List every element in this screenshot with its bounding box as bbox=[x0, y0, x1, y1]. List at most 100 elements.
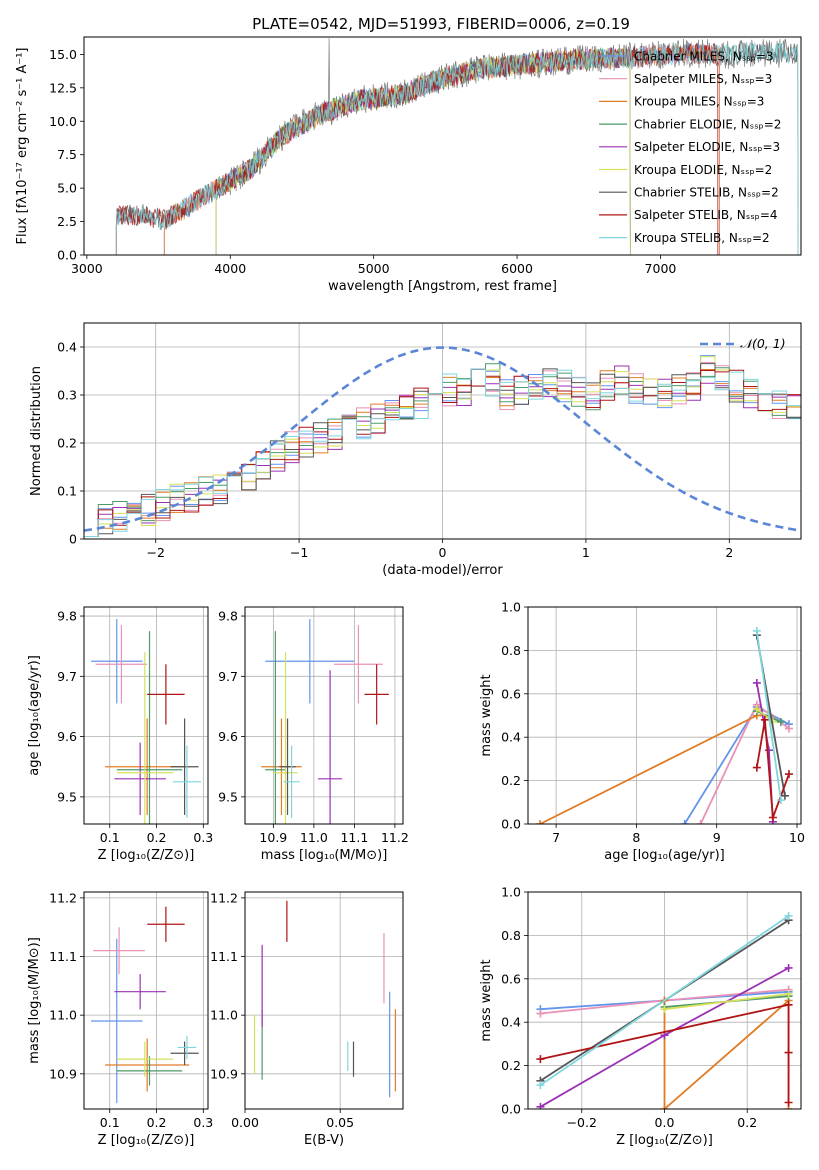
data-point bbox=[172, 745, 201, 818]
data-point bbox=[116, 1056, 183, 1086]
y-tick-label: 1.0 bbox=[501, 600, 521, 615]
x-axis-label: wavelength [Angstrom, rest frame] bbox=[328, 279, 557, 294]
legend-label: Chabrier MILES, Nₛₛₚ=3 bbox=[634, 49, 774, 63]
y-tick-label: 0.0 bbox=[501, 1102, 521, 1117]
data-point bbox=[116, 631, 183, 824]
panel-mass_vs_Z: 0.1 0.2 0.3 10.9 11.0 11.1 11.2 Z [log₁₀(Z/Z⊙)]… bbox=[27, 890, 213, 1148]
y-axis-label: age [log₁₀(age/yr)] bbox=[27, 655, 42, 776]
data-point bbox=[279, 718, 296, 815]
y-axis-label: mass weight bbox=[479, 674, 494, 756]
panel-weight_vs_age: 7 8 9 10 0.0 0.2 0.4 0.6 0.8 1.0 age [log₁₀(age/yr… bbox=[479, 600, 805, 864]
x-tick-label: 0.1 bbox=[100, 830, 120, 845]
histogram-series bbox=[84, 362, 801, 537]
x-axis-label: mass [log₁₀(M/M⊙)] bbox=[261, 848, 388, 863]
y-tick-label: 0.0 bbox=[57, 248, 77, 263]
y-tick-label: 0.8 bbox=[501, 928, 521, 943]
y-tick-label: 9.6 bbox=[218, 729, 238, 744]
y-tick-label: 0 bbox=[69, 532, 77, 547]
weight-marker bbox=[784, 1000, 793, 1009]
axes-frame bbox=[527, 891, 802, 1110]
axes-frame bbox=[83, 606, 209, 825]
x-tick-label: 0.2 bbox=[737, 1115, 757, 1130]
y-tick-label: 9.7 bbox=[57, 669, 77, 684]
weight-marker bbox=[784, 911, 793, 920]
weight-series-line bbox=[755, 719, 790, 818]
y-axis-label: Flux [fλ10⁻¹⁷ erg cm⁻² s⁻¹ A⁻¹] bbox=[15, 48, 30, 245]
panel-spectrum: 3000 4000 5000 6000 7000 0.0 2.5 5.0 7.5 10.0 12.5… bbox=[15, 36, 802, 294]
legend-label: Salpeter ELODIE, Nₛₛₚ=3 bbox=[634, 140, 780, 154]
x-tick-label: 0.2 bbox=[147, 830, 167, 845]
legend-label: Kroupa MILES, Nₛₛₚ=3 bbox=[634, 95, 764, 109]
x-tick-label: 8 bbox=[632, 830, 640, 845]
weight-marker bbox=[752, 626, 761, 635]
x-tick-label: 0.1 bbox=[100, 1115, 120, 1130]
y-tick-label: 9.5 bbox=[218, 789, 238, 804]
y-tick-label: 0.0 bbox=[501, 817, 521, 832]
x-axis-label: Z [log₁₀(Z/Z⊙)] bbox=[98, 848, 195, 863]
histogram-series bbox=[84, 356, 801, 537]
axes-frame bbox=[244, 891, 404, 1110]
y-tick-label: 0.4 bbox=[501, 1015, 521, 1030]
histogram-series bbox=[84, 363, 801, 537]
x-tick-label: 2 bbox=[725, 545, 733, 560]
data-point bbox=[147, 906, 185, 942]
data-point bbox=[114, 742, 166, 815]
data-point bbox=[283, 745, 300, 818]
weight-marker bbox=[768, 813, 777, 822]
x-tick-label: −1 bbox=[290, 545, 308, 560]
y-axis-label: mass [log₁₀(M/M⊙)] bbox=[27, 937, 42, 1064]
legend-label: Chabrier STELIB, Nₛₛₚ=2 bbox=[634, 186, 779, 200]
weight-marker bbox=[776, 796, 785, 805]
y-tick-label: 0.6 bbox=[501, 686, 521, 701]
x-tick-label: 0 bbox=[439, 545, 447, 560]
y-tick-label: 9.8 bbox=[218, 609, 238, 624]
x-tick-label: 5000 bbox=[358, 261, 390, 276]
weight-marker bbox=[784, 724, 793, 733]
gaussian-reference bbox=[84, 346, 801, 532]
panel-age_vs_Z: 0.1 0.2 0.3 9.5 9.6 9.7 9.8 Z [log₁₀(Z/Z⊙)] age … bbox=[27, 606, 213, 863]
y-tick-label: 0.2 bbox=[501, 1058, 521, 1073]
legend-label: Salpeter MILES, Nₛₛₚ=3 bbox=[634, 72, 772, 86]
x-axis-label: Z [log₁₀(Z/Z⊙)] bbox=[98, 1133, 195, 1148]
x-tick-label: 7 bbox=[552, 830, 560, 845]
data-point bbox=[147, 664, 185, 725]
histogram-series bbox=[84, 369, 801, 537]
axes-frame bbox=[83, 891, 209, 1110]
data-point bbox=[265, 631, 286, 824]
y-tick-label: 9.7 bbox=[218, 669, 238, 684]
y-tick-label: 1.0 bbox=[501, 885, 521, 900]
y-tick-label: 0.6 bbox=[501, 971, 521, 986]
legend-label: Kroupa ELODIE, Nₛₛₚ=2 bbox=[634, 163, 772, 177]
x-tick-label: −2 bbox=[146, 545, 164, 560]
y-tick-label: 10.9 bbox=[49, 1066, 77, 1081]
model-spectrum bbox=[115, 42, 719, 255]
histogram-series bbox=[84, 368, 801, 537]
y-tick-label: 0.8 bbox=[501, 643, 521, 658]
data-point bbox=[265, 619, 355, 704]
weight-series-line bbox=[663, 998, 790, 1109]
y-tick-label: 11.1 bbox=[49, 949, 77, 964]
data-point bbox=[273, 652, 298, 824]
x-axis-label: E(B-V) bbox=[304, 1133, 344, 1148]
weight-marker bbox=[536, 1081, 545, 1090]
y-tick-label: 11.2 bbox=[210, 890, 238, 905]
y-tick-label: 9.8 bbox=[57, 609, 77, 624]
y-tick-label: 11.0 bbox=[210, 1008, 238, 1023]
weight-series-line bbox=[539, 915, 790, 1086]
weight-marker bbox=[660, 1105, 669, 1109]
x-tick-label: 11.0 bbox=[300, 830, 328, 845]
weight-marker bbox=[752, 763, 761, 772]
weight-series-line bbox=[664, 993, 789, 1011]
axes-frame bbox=[83, 322, 802, 540]
y-tick-label: 0.4 bbox=[57, 340, 77, 355]
weight-marker bbox=[536, 1102, 545, 1109]
y-tick-label: 11.0 bbox=[49, 1008, 77, 1023]
x-tick-label: 11.1 bbox=[340, 830, 368, 845]
weight-marker bbox=[784, 989, 793, 998]
data-point bbox=[170, 1041, 199, 1066]
histogram-series bbox=[84, 365, 801, 537]
weight-marker bbox=[764, 746, 773, 755]
weight-marker bbox=[780, 791, 789, 800]
weight-marker bbox=[776, 718, 785, 727]
